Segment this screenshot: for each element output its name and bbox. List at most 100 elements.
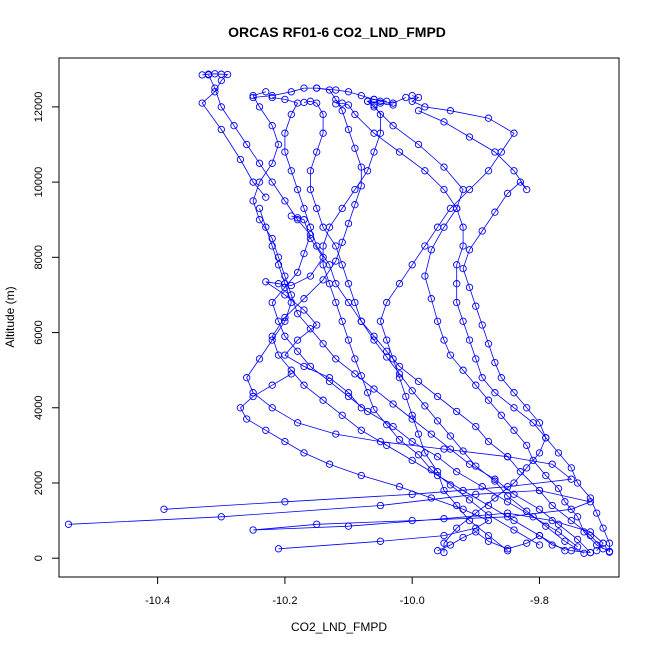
data-point xyxy=(268,178,276,186)
data-point xyxy=(255,216,264,224)
data-point xyxy=(440,531,448,540)
data-point xyxy=(433,547,442,555)
data-point xyxy=(313,321,321,329)
data-point xyxy=(332,257,340,265)
data-point xyxy=(281,317,289,325)
data-point xyxy=(440,515,448,523)
data-point xyxy=(370,385,378,393)
data-point xyxy=(510,129,518,137)
data-point xyxy=(357,471,365,480)
data-point xyxy=(593,509,601,517)
data-point xyxy=(491,358,499,367)
data-point xyxy=(313,204,321,213)
data-point xyxy=(573,513,582,521)
data-point xyxy=(293,214,302,222)
series-line xyxy=(335,102,610,553)
data-point xyxy=(446,107,455,115)
data-point xyxy=(383,298,391,307)
data-point xyxy=(351,110,359,119)
data-point xyxy=(567,547,575,555)
data-point xyxy=(414,140,423,149)
plot-marks xyxy=(64,70,614,557)
data-point xyxy=(433,317,442,325)
series-7 xyxy=(376,91,518,555)
data-point xyxy=(414,451,423,459)
data-point xyxy=(408,456,416,465)
data-point xyxy=(567,464,575,472)
data-point xyxy=(376,97,385,105)
data-point xyxy=(370,103,378,111)
data-point xyxy=(268,122,276,130)
data-point xyxy=(421,167,429,175)
data-point xyxy=(383,347,391,355)
data-point xyxy=(459,366,467,374)
data-point xyxy=(319,276,327,284)
series-line xyxy=(303,100,585,554)
data-point xyxy=(300,84,308,92)
data-point xyxy=(573,535,582,544)
data-point xyxy=(376,110,385,119)
data-point xyxy=(281,272,289,280)
data-point xyxy=(395,370,404,378)
data-point xyxy=(243,374,251,382)
data-point xyxy=(306,185,315,194)
data-point xyxy=(427,246,435,254)
data-point xyxy=(510,426,518,434)
data-point xyxy=(383,336,391,344)
data-point xyxy=(249,93,257,102)
data-point xyxy=(408,437,416,446)
data-point xyxy=(542,471,550,480)
data-point xyxy=(351,355,359,363)
data-point xyxy=(453,407,461,416)
data-point xyxy=(503,492,512,500)
data-point xyxy=(300,249,308,258)
data-point xyxy=(433,468,442,476)
data-point xyxy=(255,355,264,363)
data-point xyxy=(351,201,359,209)
data-point xyxy=(293,310,302,318)
data-point xyxy=(535,486,544,495)
data-point xyxy=(472,462,480,470)
data-point xyxy=(503,453,512,461)
data-point xyxy=(262,223,270,231)
data-point xyxy=(567,505,575,513)
data-point xyxy=(287,88,295,96)
data-point xyxy=(478,227,486,235)
data-point xyxy=(383,353,391,361)
data-point xyxy=(421,242,429,250)
data-point xyxy=(395,280,404,288)
data-point xyxy=(344,219,353,228)
data-point xyxy=(255,103,264,111)
data-point xyxy=(453,261,461,269)
data-point xyxy=(459,317,467,325)
data-point xyxy=(287,281,295,290)
data-point xyxy=(548,501,556,510)
data-point xyxy=(433,417,442,425)
data-point xyxy=(389,122,397,130)
data-point xyxy=(427,494,435,502)
data-point xyxy=(300,381,308,389)
data-point xyxy=(332,242,340,250)
chart-title: ORCAS RF01-6 CO2_LND_FMPD xyxy=(228,24,446,40)
data-point xyxy=(306,223,315,231)
data-point xyxy=(586,528,595,536)
data-point xyxy=(338,107,346,115)
data-point xyxy=(236,155,245,164)
data-point xyxy=(344,88,353,96)
data-point xyxy=(281,129,289,137)
data-point xyxy=(414,377,423,386)
series-line xyxy=(271,87,566,552)
x-tick-label: -10.0 xyxy=(400,595,425,607)
data-point xyxy=(472,381,480,389)
data-point xyxy=(344,336,353,344)
data-point xyxy=(370,405,378,414)
data-point xyxy=(338,261,346,269)
data-point xyxy=(319,253,327,261)
data-point xyxy=(370,129,378,137)
data-point xyxy=(281,95,289,104)
data-point xyxy=(300,98,308,107)
data-point xyxy=(274,253,283,261)
data-point xyxy=(497,411,505,419)
data-point xyxy=(605,548,614,556)
data-point xyxy=(223,70,232,79)
